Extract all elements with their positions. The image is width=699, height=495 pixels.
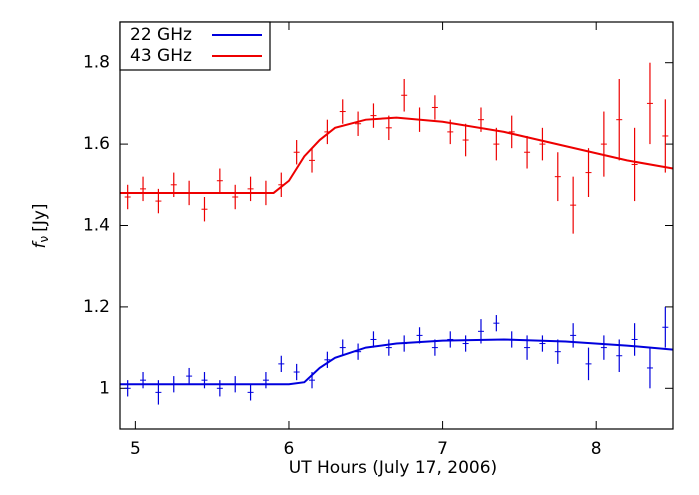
y-axis-label: fν [Jy] — [30, 203, 51, 248]
x-axis-label: UT Hours (July 17, 2006) — [289, 458, 497, 478]
y-label-symbol: f — [30, 240, 50, 249]
model-curve — [120, 116, 674, 194]
y-tick-label: 1 — [99, 378, 110, 398]
x-tick-label: 6 — [284, 439, 295, 459]
y-tick-label: 1.2 — [83, 297, 110, 317]
x-tick-label: 7 — [437, 439, 448, 459]
legend-label: 43 GHz — [130, 46, 192, 66]
y-tick-label: 1.4 — [83, 216, 110, 236]
model-curve — [120, 338, 674, 386]
y-tick-label: 1.6 — [83, 134, 110, 154]
y-label-unit: [Jy] — [30, 203, 50, 231]
legend-label: 22 GHz — [130, 25, 192, 45]
x-tick-label: 5 — [130, 439, 141, 459]
x-tick-label: 8 — [591, 439, 602, 459]
legend-box — [119, 21, 271, 71]
y-tick-label: 1.8 — [83, 53, 110, 73]
y-label-sub: ν — [37, 236, 51, 243]
plot-frame — [119, 21, 674, 430]
